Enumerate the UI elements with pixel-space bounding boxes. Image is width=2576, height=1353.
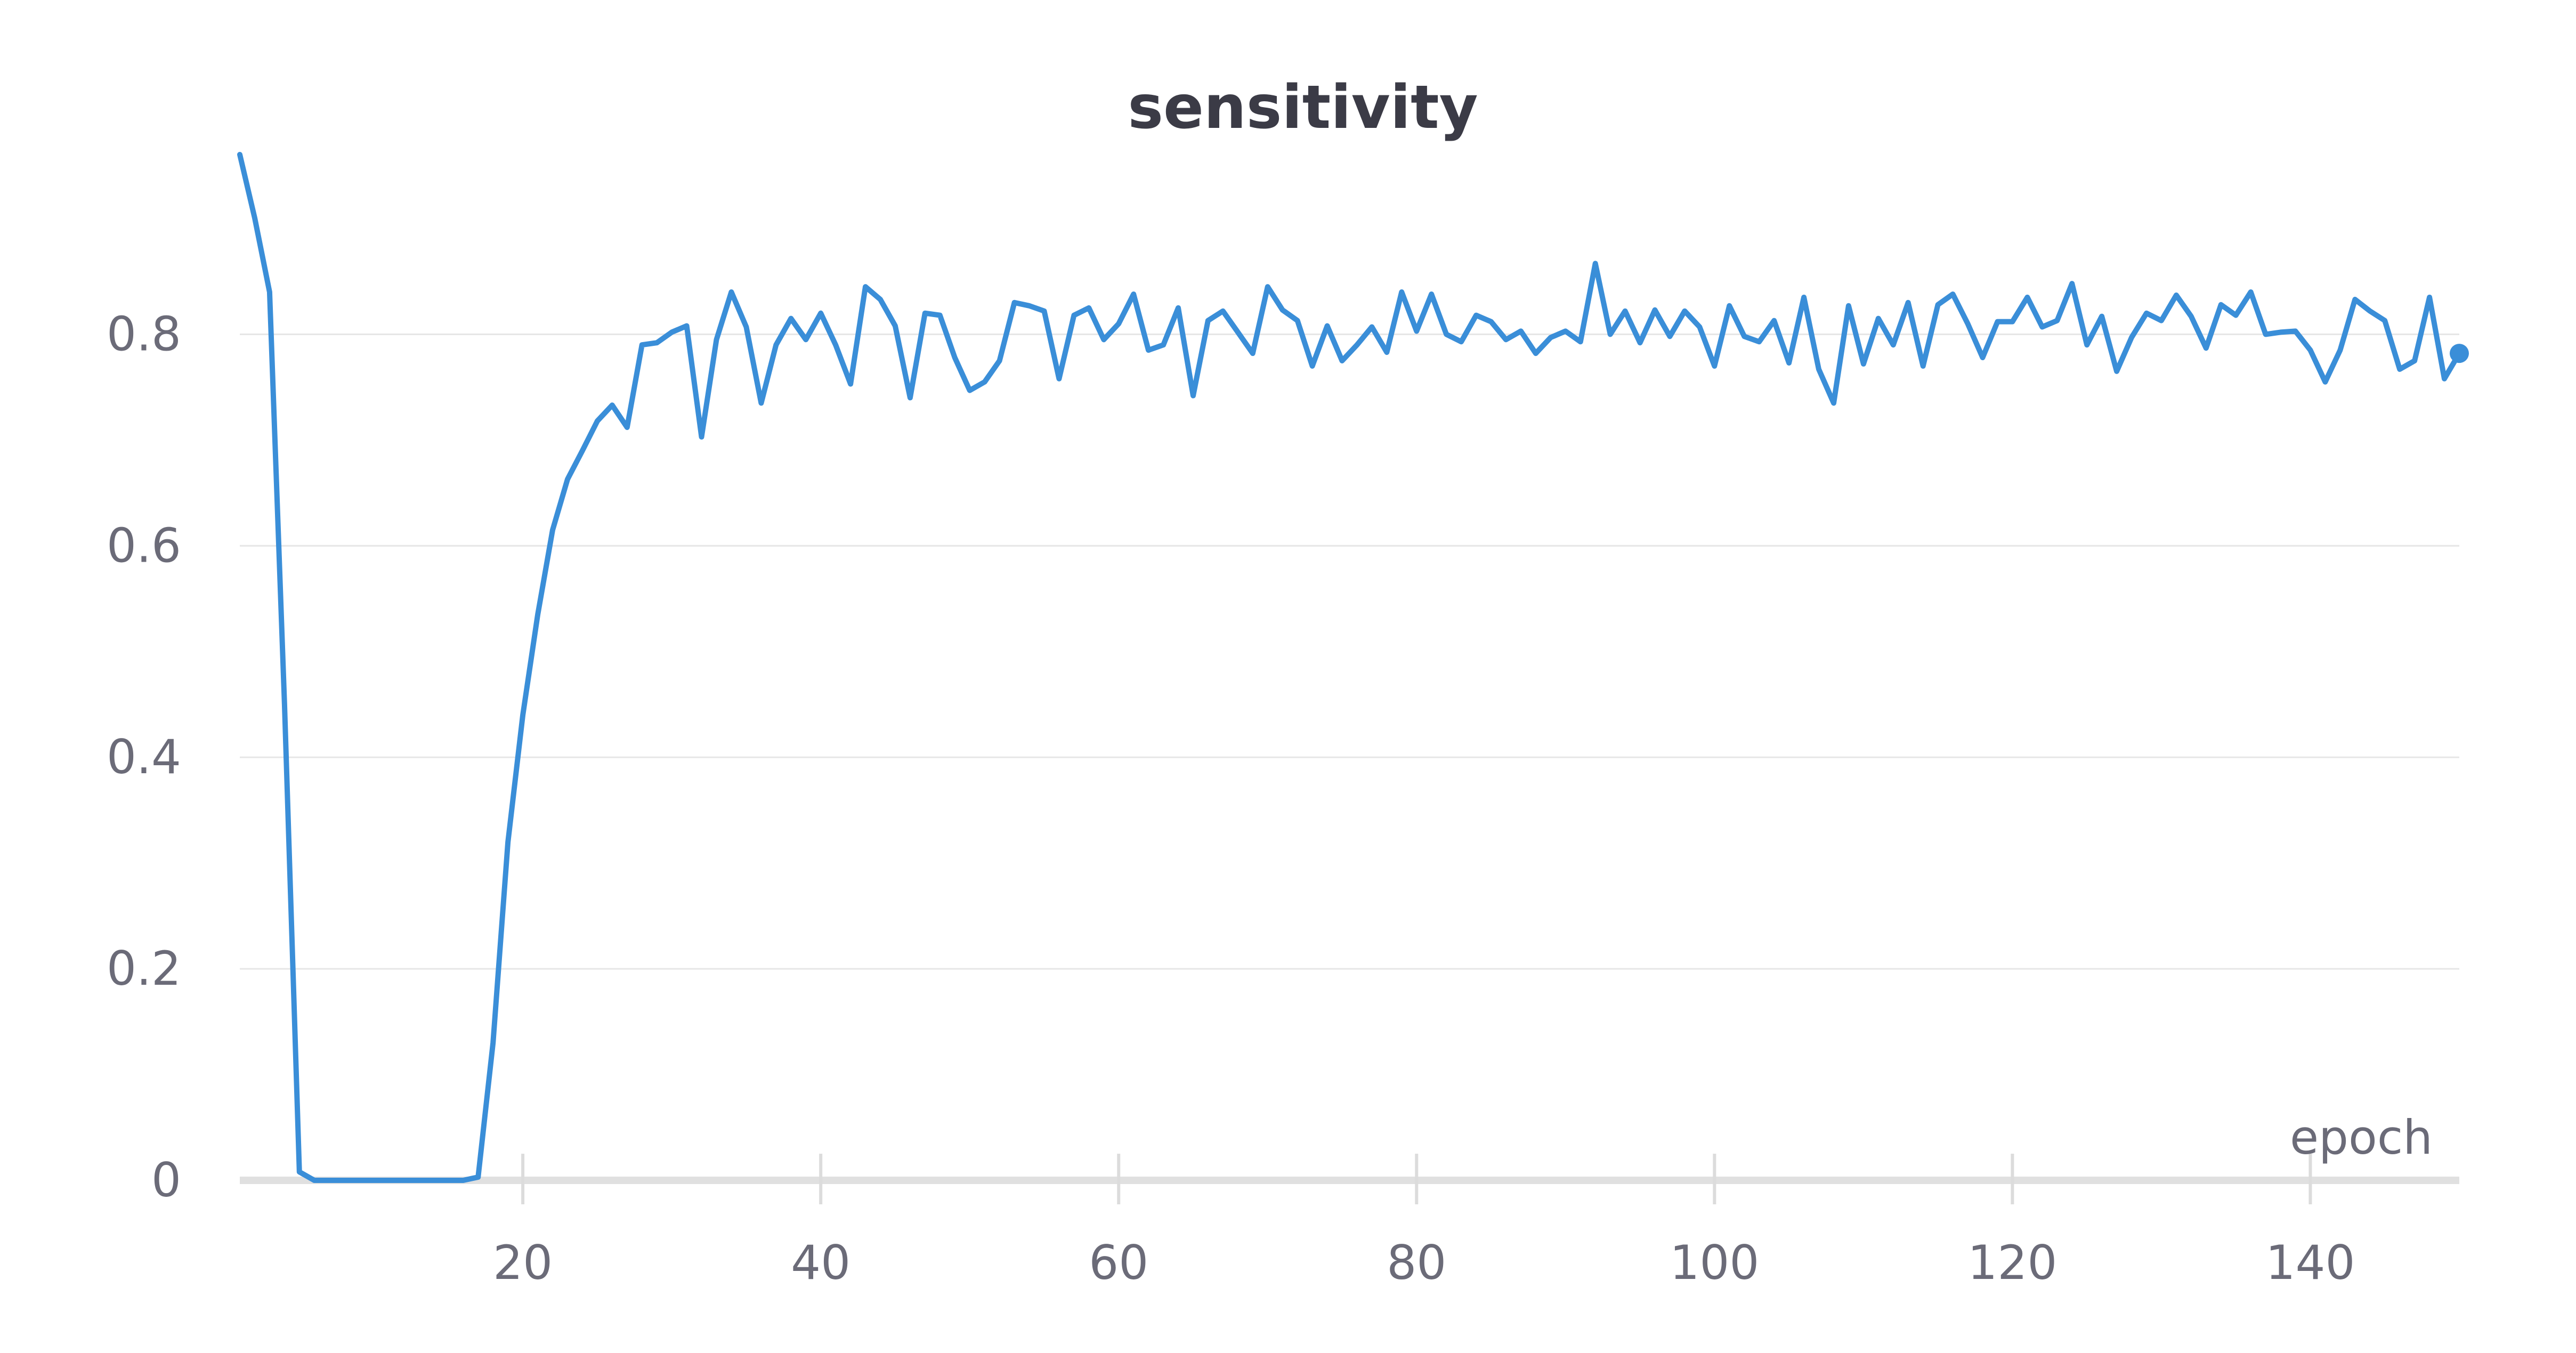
y-tick-label: 0 <box>151 1153 181 1208</box>
y-tick-label: 0.6 <box>107 518 181 573</box>
series-line <box>237 152 2462 1183</box>
x-tick-label: 140 <box>2265 1235 2355 1290</box>
x-tick-label: 80 <box>1387 1235 1446 1290</box>
x-tick-label: 60 <box>1089 1235 1148 1290</box>
y-tick-label: 0.8 <box>107 306 181 361</box>
x-axis-ticks: 20 40 60 80 100 120 140 <box>493 1154 2355 1290</box>
x-axis-label: epoch <box>2290 1110 2433 1165</box>
x-tick-label: 20 <box>493 1235 553 1290</box>
grid-lines <box>240 333 2459 970</box>
last-point-marker <box>2450 344 2469 363</box>
x-tick-label: 100 <box>1670 1235 1759 1290</box>
chart-title: sensitivity <box>1128 73 1478 142</box>
y-tick-label: 0.2 <box>107 941 181 996</box>
y-axis-ticks: 0 0.2 0.4 0.6 0.8 <box>107 306 181 1208</box>
series-sensitivity <box>237 152 2469 1183</box>
x-tick-label: 120 <box>1967 1235 2057 1290</box>
y-tick-label: 0.4 <box>107 730 181 784</box>
x-tick-label: 40 <box>791 1235 850 1290</box>
